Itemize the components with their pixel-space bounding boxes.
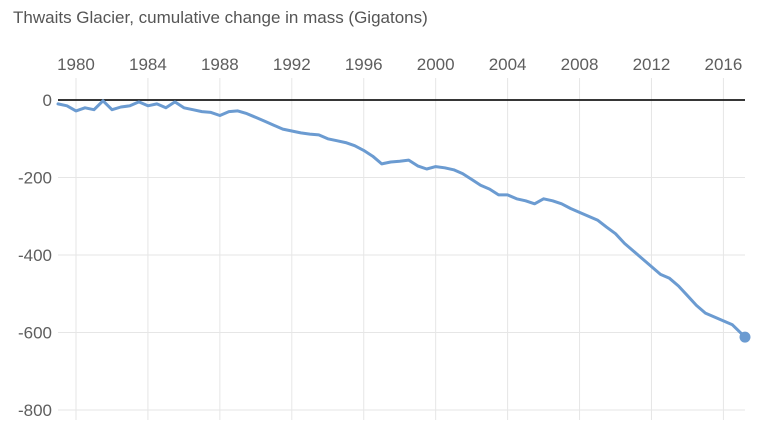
x-tick-label: 2016 (705, 55, 743, 74)
chart-grid (58, 78, 745, 420)
x-tick-label: 1988 (201, 55, 239, 74)
y-tick-label: -400 (18, 246, 52, 265)
y-tick-label: -600 (18, 324, 52, 343)
chart-series (56, 99, 751, 343)
y-axis-ticks: 0 -200 -400 -600 -800 (18, 91, 52, 420)
x-tick-label: 1980 (57, 55, 95, 74)
x-tick-label: 2012 (633, 55, 671, 74)
y-tick-label: -200 (18, 169, 52, 188)
x-tick-label: 1996 (345, 55, 383, 74)
y-tick-label: -800 (18, 401, 52, 420)
x-tick-label: 2004 (489, 55, 527, 74)
x-tick-label: 1984 (129, 55, 167, 74)
y-tick-label: 0 (43, 91, 52, 110)
x-tick-label: 2000 (417, 55, 455, 74)
series-end-point (739, 331, 751, 343)
chart-title: Thwaits Glacier, cumulative change in ma… (13, 8, 428, 27)
series-line (56, 99, 747, 339)
x-tick-label: 2008 (561, 55, 599, 74)
x-tick-label: 1992 (273, 55, 311, 74)
x-axis-ticks: 1980 1984 1988 1992 1996 2000 2004 2008 2012 2016 (57, 55, 742, 74)
